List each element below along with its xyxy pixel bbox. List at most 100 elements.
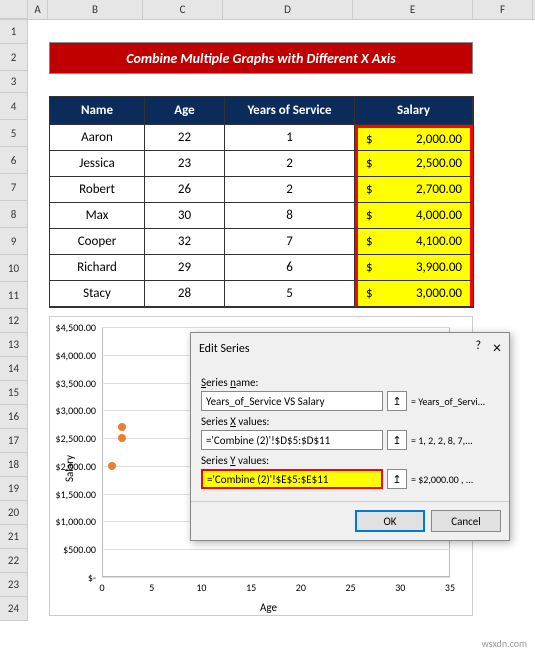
row-header[interactable]: 17 (0, 429, 28, 453)
cell-age[interactable]: 29 (145, 255, 225, 281)
cell-salary[interactable]: $4,100.00 (355, 229, 473, 255)
x-tick: 5 (142, 581, 162, 594)
cell-age[interactable]: 23 (145, 151, 225, 177)
header-name[interactable]: Name (50, 97, 145, 125)
x-tick: 15 (241, 581, 261, 594)
row-header[interactable]: 5 (0, 120, 28, 147)
cell-name[interactable]: Max (50, 203, 145, 229)
col-header[interactable]: E (353, 0, 473, 19)
row-header[interactable]: 16 (0, 405, 28, 429)
y-tick: $1,500.00 (44, 488, 96, 501)
cell-salary[interactable]: $2,000.00 (355, 125, 473, 151)
help-button[interactable]: ? (475, 339, 481, 358)
dialog-titlebar[interactable]: Edit Series ? × (191, 333, 509, 364)
cell-salary[interactable]: $2,700.00 (355, 177, 473, 203)
cell-name[interactable]: Stacy (50, 281, 145, 307)
row-header[interactable]: 11 (0, 282, 28, 309)
row-header[interactable]: 1 (0, 20, 28, 44)
series-name-label: Series name: (201, 376, 499, 389)
header-salary[interactable]: Salary (355, 97, 473, 125)
series-name-input[interactable]: Years_of_Service VS Salary (201, 391, 383, 411)
series-y-input[interactable]: ='Combine (2)'!$E$5:$E$11 (201, 469, 383, 489)
col-header[interactable]: C (143, 0, 223, 19)
cell-salary[interactable]: $3,900.00 (355, 255, 473, 281)
row-header[interactable]: 9 (0, 228, 28, 255)
cell-name[interactable]: Richard (50, 255, 145, 281)
cell-age[interactable]: 30 (145, 203, 225, 229)
header-age[interactable]: Age (145, 97, 225, 125)
cell-age[interactable]: 26 (145, 177, 225, 203)
row-header[interactable]: 4 (0, 93, 28, 120)
corner-cell[interactable] (0, 0, 28, 19)
cell-name[interactable]: Aaron (50, 125, 145, 151)
table-row: Max308$4,000.00 (50, 203, 473, 229)
row-header[interactable]: 22 (0, 549, 28, 573)
range-picker-icon[interactable]: ↥ (387, 469, 407, 489)
range-picker-icon[interactable]: ↥ (387, 430, 407, 450)
col-header[interactable]: B (48, 0, 143, 19)
cell-name[interactable]: Cooper (50, 229, 145, 255)
row-header[interactable]: 21 (0, 525, 28, 549)
row-header[interactable]: 10 (0, 255, 28, 282)
cell-service[interactable]: 7 (225, 229, 355, 255)
cell-service[interactable]: 8 (225, 203, 355, 229)
cell-service[interactable]: 2 (225, 177, 355, 203)
row-header[interactable]: 6 (0, 147, 28, 174)
col-header[interactable]: F (473, 0, 533, 19)
cell-service[interactable]: 6 (225, 255, 355, 281)
row-header[interactable]: 20 (0, 501, 28, 525)
data-marker[interactable] (118, 423, 126, 431)
row-header[interactable]: 13 (0, 333, 28, 357)
close-button[interactable]: × (493, 339, 501, 358)
table-row: Cooper327$4,100.00 (50, 229, 473, 255)
ok-button[interactable]: OK (355, 510, 425, 532)
series-x-input[interactable]: ='Combine (2)'!$D$5:$D$11 (201, 430, 383, 450)
row-header[interactable]: 12 (0, 309, 28, 333)
y-tick: $3,500.00 (44, 377, 96, 390)
data-marker[interactable] (118, 434, 126, 442)
row-header[interactable]: 15 (0, 381, 28, 405)
table-row: Jessica232$2,500.00 (50, 151, 473, 177)
row-header[interactable]: 23 (0, 573, 28, 597)
cell-age[interactable]: 22 (145, 125, 225, 151)
y-tick: $3,000.00 (44, 404, 96, 417)
row-header[interactable]: 14 (0, 357, 28, 381)
cell-salary[interactable]: $2,500.00 (355, 151, 473, 177)
range-picker-icon[interactable]: ↥ (387, 391, 407, 411)
cell-service[interactable]: 2 (225, 151, 355, 177)
cell-service[interactable]: 1 (225, 125, 355, 151)
row-header[interactable]: 24 (0, 597, 28, 621)
table-row: Stacy285$3,000.00 (50, 281, 473, 307)
cell-age[interactable]: 32 (145, 229, 225, 255)
y-tick: $1,000.00 (44, 515, 96, 528)
y-tick: $4,500.00 (44, 321, 96, 334)
row-header[interactable]: 18 (0, 453, 28, 477)
cell-name[interactable]: Jessica (50, 151, 145, 177)
x-tick: 35 (440, 581, 460, 594)
row-header[interactable]: 3 (0, 71, 28, 93)
table-header-row: Name Age Years of Service Salary (50, 97, 473, 125)
x-axis-label: Age (260, 601, 277, 614)
y-tick: $2,000.00 (44, 460, 96, 473)
cell-age[interactable]: 28 (145, 281, 225, 307)
series-x-result: = 1, 2, 2, 8, 7,... (411, 434, 499, 447)
row-header[interactable]: 7 (0, 174, 28, 201)
series-y-label: Series Y values: (201, 454, 499, 467)
row-header[interactable]: 8 (0, 201, 28, 228)
row-header[interactable]: 2 (0, 44, 28, 71)
cell-salary[interactable]: $4,000.00 (355, 203, 473, 229)
y-tick: $500.00 (44, 543, 96, 556)
dialog-body: Series name: Years_of_Service VS Salary … (191, 364, 509, 501)
data-marker[interactable] (108, 462, 116, 470)
cell-salary[interactable]: $3,000.00 (355, 281, 473, 307)
col-header[interactable]: A (28, 0, 48, 19)
cell-name[interactable]: Robert (50, 177, 145, 203)
row-header[interactable]: 19 (0, 477, 28, 501)
dialog-title: Edit Series (199, 342, 250, 356)
cancel-button[interactable]: Cancel (431, 510, 501, 532)
col-header[interactable]: D (223, 0, 353, 19)
header-service[interactable]: Years of Service (225, 97, 355, 125)
y-tick: $- (44, 571, 96, 584)
edit-series-dialog: Edit Series ? × Series name: Years_of_Se… (190, 332, 510, 541)
cell-service[interactable]: 5 (225, 281, 355, 307)
